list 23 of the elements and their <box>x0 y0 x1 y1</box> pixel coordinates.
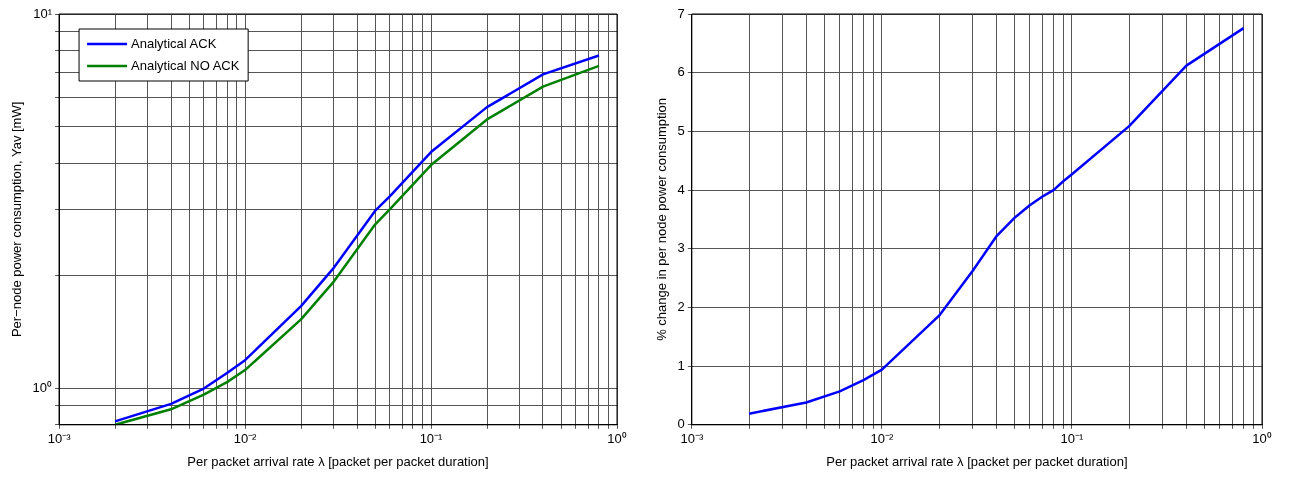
x-tick-label: 10⁰ <box>1252 431 1272 447</box>
y-axis-title: % change in per node power consumption <box>654 97 670 341</box>
x-tick-label: 10⁻² <box>233 431 258 447</box>
y-tick-label: 4 <box>677 181 685 197</box>
legend-label: Analytical ACK <box>131 35 217 51</box>
y-tick-label: 2 <box>677 299 685 315</box>
x-axis-title: Per packet arrival rate λ [packet per packet duration] <box>826 453 1128 469</box>
x-axis-title: Per packet arrival rate λ [packet per packet duration] <box>187 453 489 469</box>
x-tick-label: 10⁻² <box>870 431 894 447</box>
y-axis-title: Per−node power consumption, Yav [mW] <box>9 101 25 338</box>
y-tick-label: 5 <box>677 122 685 138</box>
legend-label: Analytical NO ACK <box>131 57 240 73</box>
y-tick-label: 1 <box>677 357 685 373</box>
y-tick-label: 0 <box>677 416 685 432</box>
x-tick-label: 10⁻³ <box>680 431 704 447</box>
y-tick-label: 7 <box>677 5 685 21</box>
y-tick-label: 3 <box>677 240 685 256</box>
x-tick-label: 10⁰ <box>607 431 627 447</box>
x-tick-label: 10⁻¹ <box>1060 431 1084 447</box>
y-tick-label: 10¹ <box>33 5 53 21</box>
x-tick-label: 10⁻³ <box>47 431 72 447</box>
y-tick-label: 6 <box>677 64 685 80</box>
x-tick-label: 10⁻¹ <box>419 431 444 447</box>
